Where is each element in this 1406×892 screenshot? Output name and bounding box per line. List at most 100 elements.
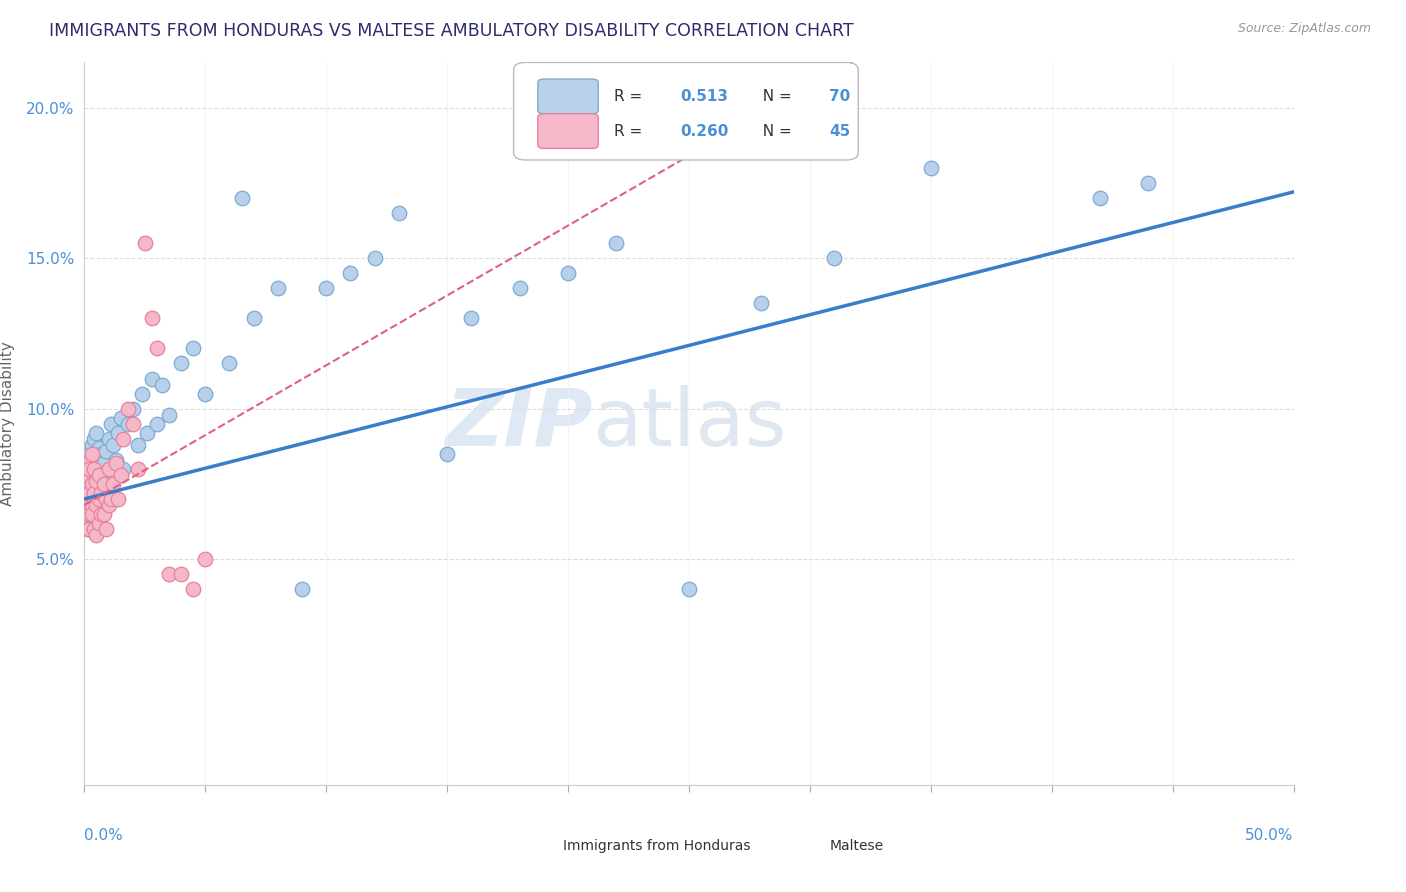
Text: 0.260: 0.260	[681, 124, 728, 138]
Point	[90, 507, 112, 521]
Point	[93, 507, 115, 521]
Point	[77, 447, 100, 461]
Text: Maltese: Maltese	[830, 839, 883, 854]
Point	[127, 438, 149, 452]
Point	[87, 510, 110, 524]
Point	[104, 452, 127, 467]
Point	[83, 452, 105, 467]
Text: 0.513: 0.513	[681, 89, 728, 103]
Point	[181, 342, 204, 356]
Point	[97, 491, 120, 506]
Point	[436, 447, 458, 461]
Point	[1137, 176, 1160, 190]
Point	[80, 491, 103, 506]
Point	[94, 443, 117, 458]
Point	[76, 522, 98, 536]
Point	[121, 417, 143, 431]
Point	[77, 486, 100, 500]
Point	[86, 528, 108, 542]
Point	[94, 476, 117, 491]
Point	[194, 386, 217, 401]
Text: atlas: atlas	[592, 384, 786, 463]
Text: 0.0%: 0.0%	[84, 829, 124, 843]
Point	[83, 474, 105, 488]
Point	[97, 432, 120, 446]
Point	[339, 266, 361, 280]
Point	[93, 498, 115, 512]
Point	[76, 456, 98, 470]
Point	[80, 507, 103, 521]
Point	[141, 311, 163, 326]
Point	[231, 191, 253, 205]
Point	[93, 476, 115, 491]
Point	[920, 161, 942, 175]
Point	[76, 491, 98, 506]
Text: Immigrants from Honduras: Immigrants from Honduras	[564, 839, 751, 854]
Point	[557, 266, 579, 280]
Text: 50.0%: 50.0%	[1246, 829, 1294, 843]
FancyBboxPatch shape	[538, 79, 599, 114]
Text: N =: N =	[754, 89, 797, 103]
Point	[90, 483, 112, 497]
Point	[77, 467, 100, 482]
Point	[87, 516, 110, 530]
Text: 70: 70	[830, 89, 851, 103]
Point	[100, 491, 122, 506]
Text: R =: R =	[614, 124, 647, 138]
Point	[1088, 191, 1111, 205]
FancyBboxPatch shape	[538, 114, 599, 148]
Point	[80, 447, 103, 461]
Point	[86, 425, 108, 440]
Point	[83, 495, 105, 509]
Point	[80, 462, 103, 476]
Point	[107, 425, 129, 440]
FancyBboxPatch shape	[513, 62, 858, 160]
Point	[267, 281, 290, 295]
Point	[605, 235, 627, 250]
Point	[146, 417, 169, 431]
Point	[100, 417, 122, 431]
Point	[121, 401, 143, 416]
Point	[181, 582, 204, 597]
Point	[131, 386, 153, 401]
Point	[77, 507, 100, 521]
Point	[76, 467, 98, 482]
Point	[678, 582, 700, 597]
Point	[112, 462, 135, 476]
Point	[315, 281, 337, 295]
Point	[170, 567, 193, 582]
Text: R =: R =	[614, 89, 647, 103]
Point	[83, 432, 105, 446]
Point	[194, 552, 217, 566]
Point	[80, 476, 103, 491]
Point	[150, 377, 173, 392]
Point	[97, 498, 120, 512]
Point	[751, 296, 773, 310]
Point	[76, 498, 98, 512]
Point	[93, 456, 115, 470]
Point	[86, 507, 108, 521]
Point	[134, 235, 156, 250]
Point	[291, 582, 314, 597]
Point	[97, 462, 120, 476]
Point	[90, 447, 112, 461]
Point	[86, 480, 108, 494]
Point	[76, 456, 98, 470]
Point	[823, 251, 845, 265]
Point	[80, 522, 103, 536]
Point	[77, 507, 100, 521]
Point	[112, 432, 135, 446]
Point	[141, 371, 163, 385]
Point	[77, 486, 100, 500]
Point	[83, 522, 105, 536]
Point	[157, 408, 180, 422]
Text: N =: N =	[754, 124, 797, 138]
Point	[388, 206, 411, 220]
Y-axis label: Ambulatory Disability: Ambulatory Disability	[0, 342, 15, 506]
Point	[76, 476, 98, 491]
Point	[80, 438, 103, 452]
Point	[363, 251, 385, 265]
Point	[94, 522, 117, 536]
Point	[86, 498, 108, 512]
Text: ZIP: ZIP	[444, 384, 592, 463]
